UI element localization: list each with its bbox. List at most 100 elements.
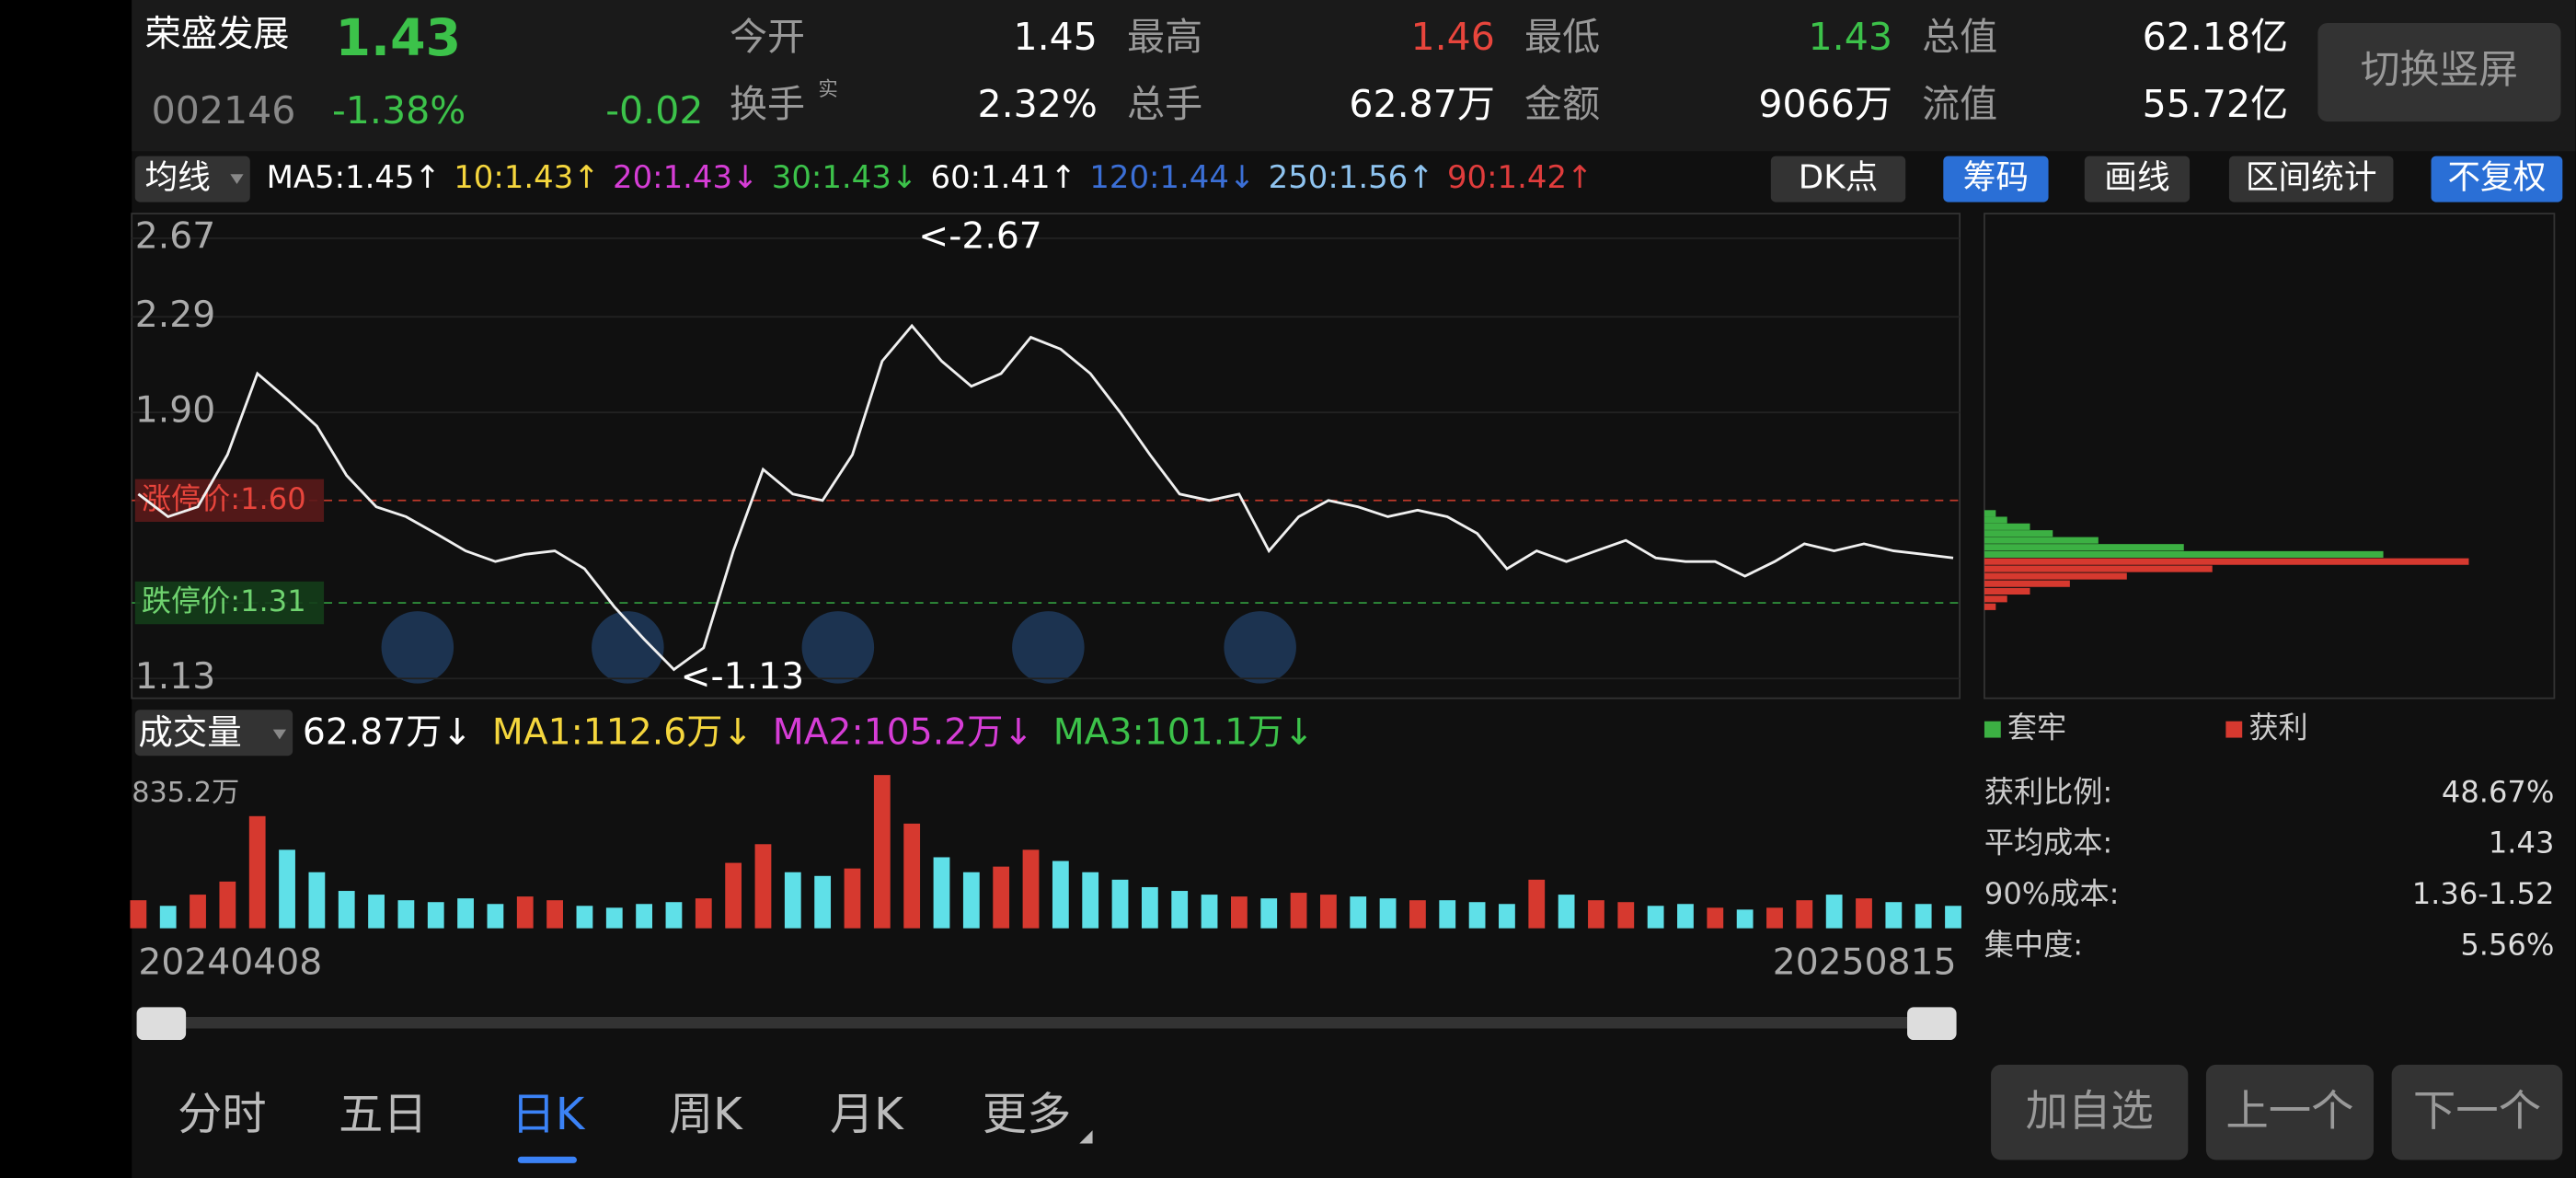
legend-swatch	[2225, 721, 2243, 738]
volume-bar	[487, 904, 504, 929]
nav-button[interactable]	[1224, 611, 1296, 684]
volume-bar	[1230, 896, 1248, 929]
volume-bar	[1201, 895, 1218, 929]
tool-button[interactable]	[1770, 156, 1906, 202]
tab[interactable]: 日K	[512, 1089, 586, 1140]
volume-bar	[576, 906, 593, 929]
volume-bar	[1647, 906, 1664, 929]
chip-bar	[1984, 603, 1996, 610]
ma-item: 10:1.43↑	[454, 159, 599, 195]
tab[interactable]: 周K	[669, 1089, 743, 1140]
volume-bar	[903, 823, 921, 929]
ma-item: MA5:1.45↑	[267, 159, 441, 195]
volume-bar	[1111, 879, 1129, 929]
chip-stat-value: 48.67%	[2442, 774, 2555, 809]
tool-label: 区间统计	[2246, 159, 2377, 197]
volume-bar	[1945, 906, 1961, 929]
volume-bar	[397, 900, 415, 929]
tool-label: 画线	[2104, 159, 2169, 197]
volume-bar	[457, 898, 474, 929]
stock-name: 荣盛发展	[144, 14, 289, 55]
volume-bar	[1290, 893, 1307, 929]
tool-button[interactable]	[2228, 156, 2394, 202]
chip-bar	[1984, 580, 2070, 587]
action-button[interactable]	[2391, 1064, 2563, 1161]
chip-bar	[1984, 537, 2099, 544]
ma-mode-box[interactable]	[134, 156, 250, 202]
chip-bar	[1984, 572, 2127, 580]
nav-button[interactable]	[592, 611, 664, 684]
action-button-label: 下一个	[2413, 1086, 2541, 1136]
volume-bar	[873, 775, 891, 929]
volume-bar	[725, 862, 742, 929]
tab[interactable]: 月K	[830, 1089, 904, 1140]
stock-code: 002146	[152, 88, 296, 133]
nav-button[interactable]	[801, 611, 875, 684]
tool-button[interactable]	[2084, 156, 2191, 202]
stat-label: 流值	[1922, 82, 1997, 126]
nav-button[interactable]	[381, 611, 454, 684]
price-line	[137, 323, 1954, 672]
tab[interactable]: 五日	[339, 1089, 427, 1140]
volume-bar	[338, 891, 355, 929]
dropdown-arrow	[230, 174, 244, 184]
volume-bar	[427, 902, 444, 929]
chip-bar	[1984, 510, 1996, 517]
nav-button[interactable]	[1012, 611, 1085, 684]
y-tick-label: 2.29	[135, 294, 215, 336]
scroll-handle[interactable]	[1907, 1007, 1957, 1041]
tab[interactable]: 分时	[178, 1089, 266, 1140]
volume-bar	[695, 898, 712, 929]
chip-bar	[1984, 530, 2053, 537]
volume-bar	[1558, 895, 1575, 929]
volume-bar	[1707, 907, 1724, 929]
y-tick-label: 1.90	[135, 390, 215, 432]
volume-item: MA2:105.2万↓	[773, 711, 1034, 753]
more-arrow	[1079, 1130, 1093, 1144]
legend-label: 获利	[2248, 710, 2307, 745]
action-button[interactable]	[2205, 1064, 2375, 1161]
ma-item: 90:1.42↑	[1447, 159, 1593, 195]
change-pct: -1.38%	[332, 88, 466, 133]
price-annotation: <-1.13	[681, 656, 805, 698]
action-button-label: 上一个	[2225, 1086, 2353, 1136]
volume-bar	[546, 900, 563, 929]
volume-bar	[368, 895, 385, 929]
volume-bar	[665, 902, 683, 929]
stat-value: 62.18亿	[2143, 15, 2289, 59]
stat-value: 1.43	[1809, 15, 1892, 59]
tool-button[interactable]	[1943, 156, 2049, 202]
chip-bar	[1984, 516, 2007, 524]
volume-bar	[1766, 907, 1783, 929]
ma-item: 60:1.41↑	[931, 159, 1076, 195]
tab[interactable]: 更多	[983, 1089, 1071, 1140]
y-tick-label: 1.13	[135, 656, 215, 698]
volume-bar	[1588, 900, 1604, 929]
volume-bar	[1052, 860, 1069, 929]
tool-label: 不复权	[2447, 159, 2546, 197]
scroll-handle[interactable]	[136, 1007, 187, 1041]
volume-bar	[993, 866, 1010, 929]
volume-bar	[1022, 849, 1040, 929]
limit_up-label: 涨停价:1.60	[142, 481, 306, 516]
volume-mode-box[interactable]	[134, 710, 293, 756]
price-annotation: <-2.67	[918, 215, 1041, 257]
volume-bar	[1350, 896, 1367, 929]
action-button[interactable]	[1991, 1064, 2189, 1161]
chip-stat-label: 90%成本:	[1984, 876, 2119, 911]
stat-value: 2.32%	[978, 82, 1098, 126]
volume-bar	[159, 906, 177, 929]
stat-label: 最低	[1524, 15, 1600, 59]
limit_down-label: 跌停价:1.31	[142, 583, 306, 618]
volume-bar	[1260, 898, 1278, 929]
volume-bar	[962, 872, 980, 929]
volume-bar	[1171, 891, 1189, 929]
volume-bar	[1677, 904, 1694, 929]
tool-button[interactable]	[2431, 156, 2563, 202]
rotate-button[interactable]	[2317, 22, 2561, 122]
scroll-track	[141, 1017, 1955, 1029]
chip-bar	[1984, 544, 2184, 551]
chip-bar	[1984, 587, 2030, 595]
volume-bar	[308, 872, 326, 929]
